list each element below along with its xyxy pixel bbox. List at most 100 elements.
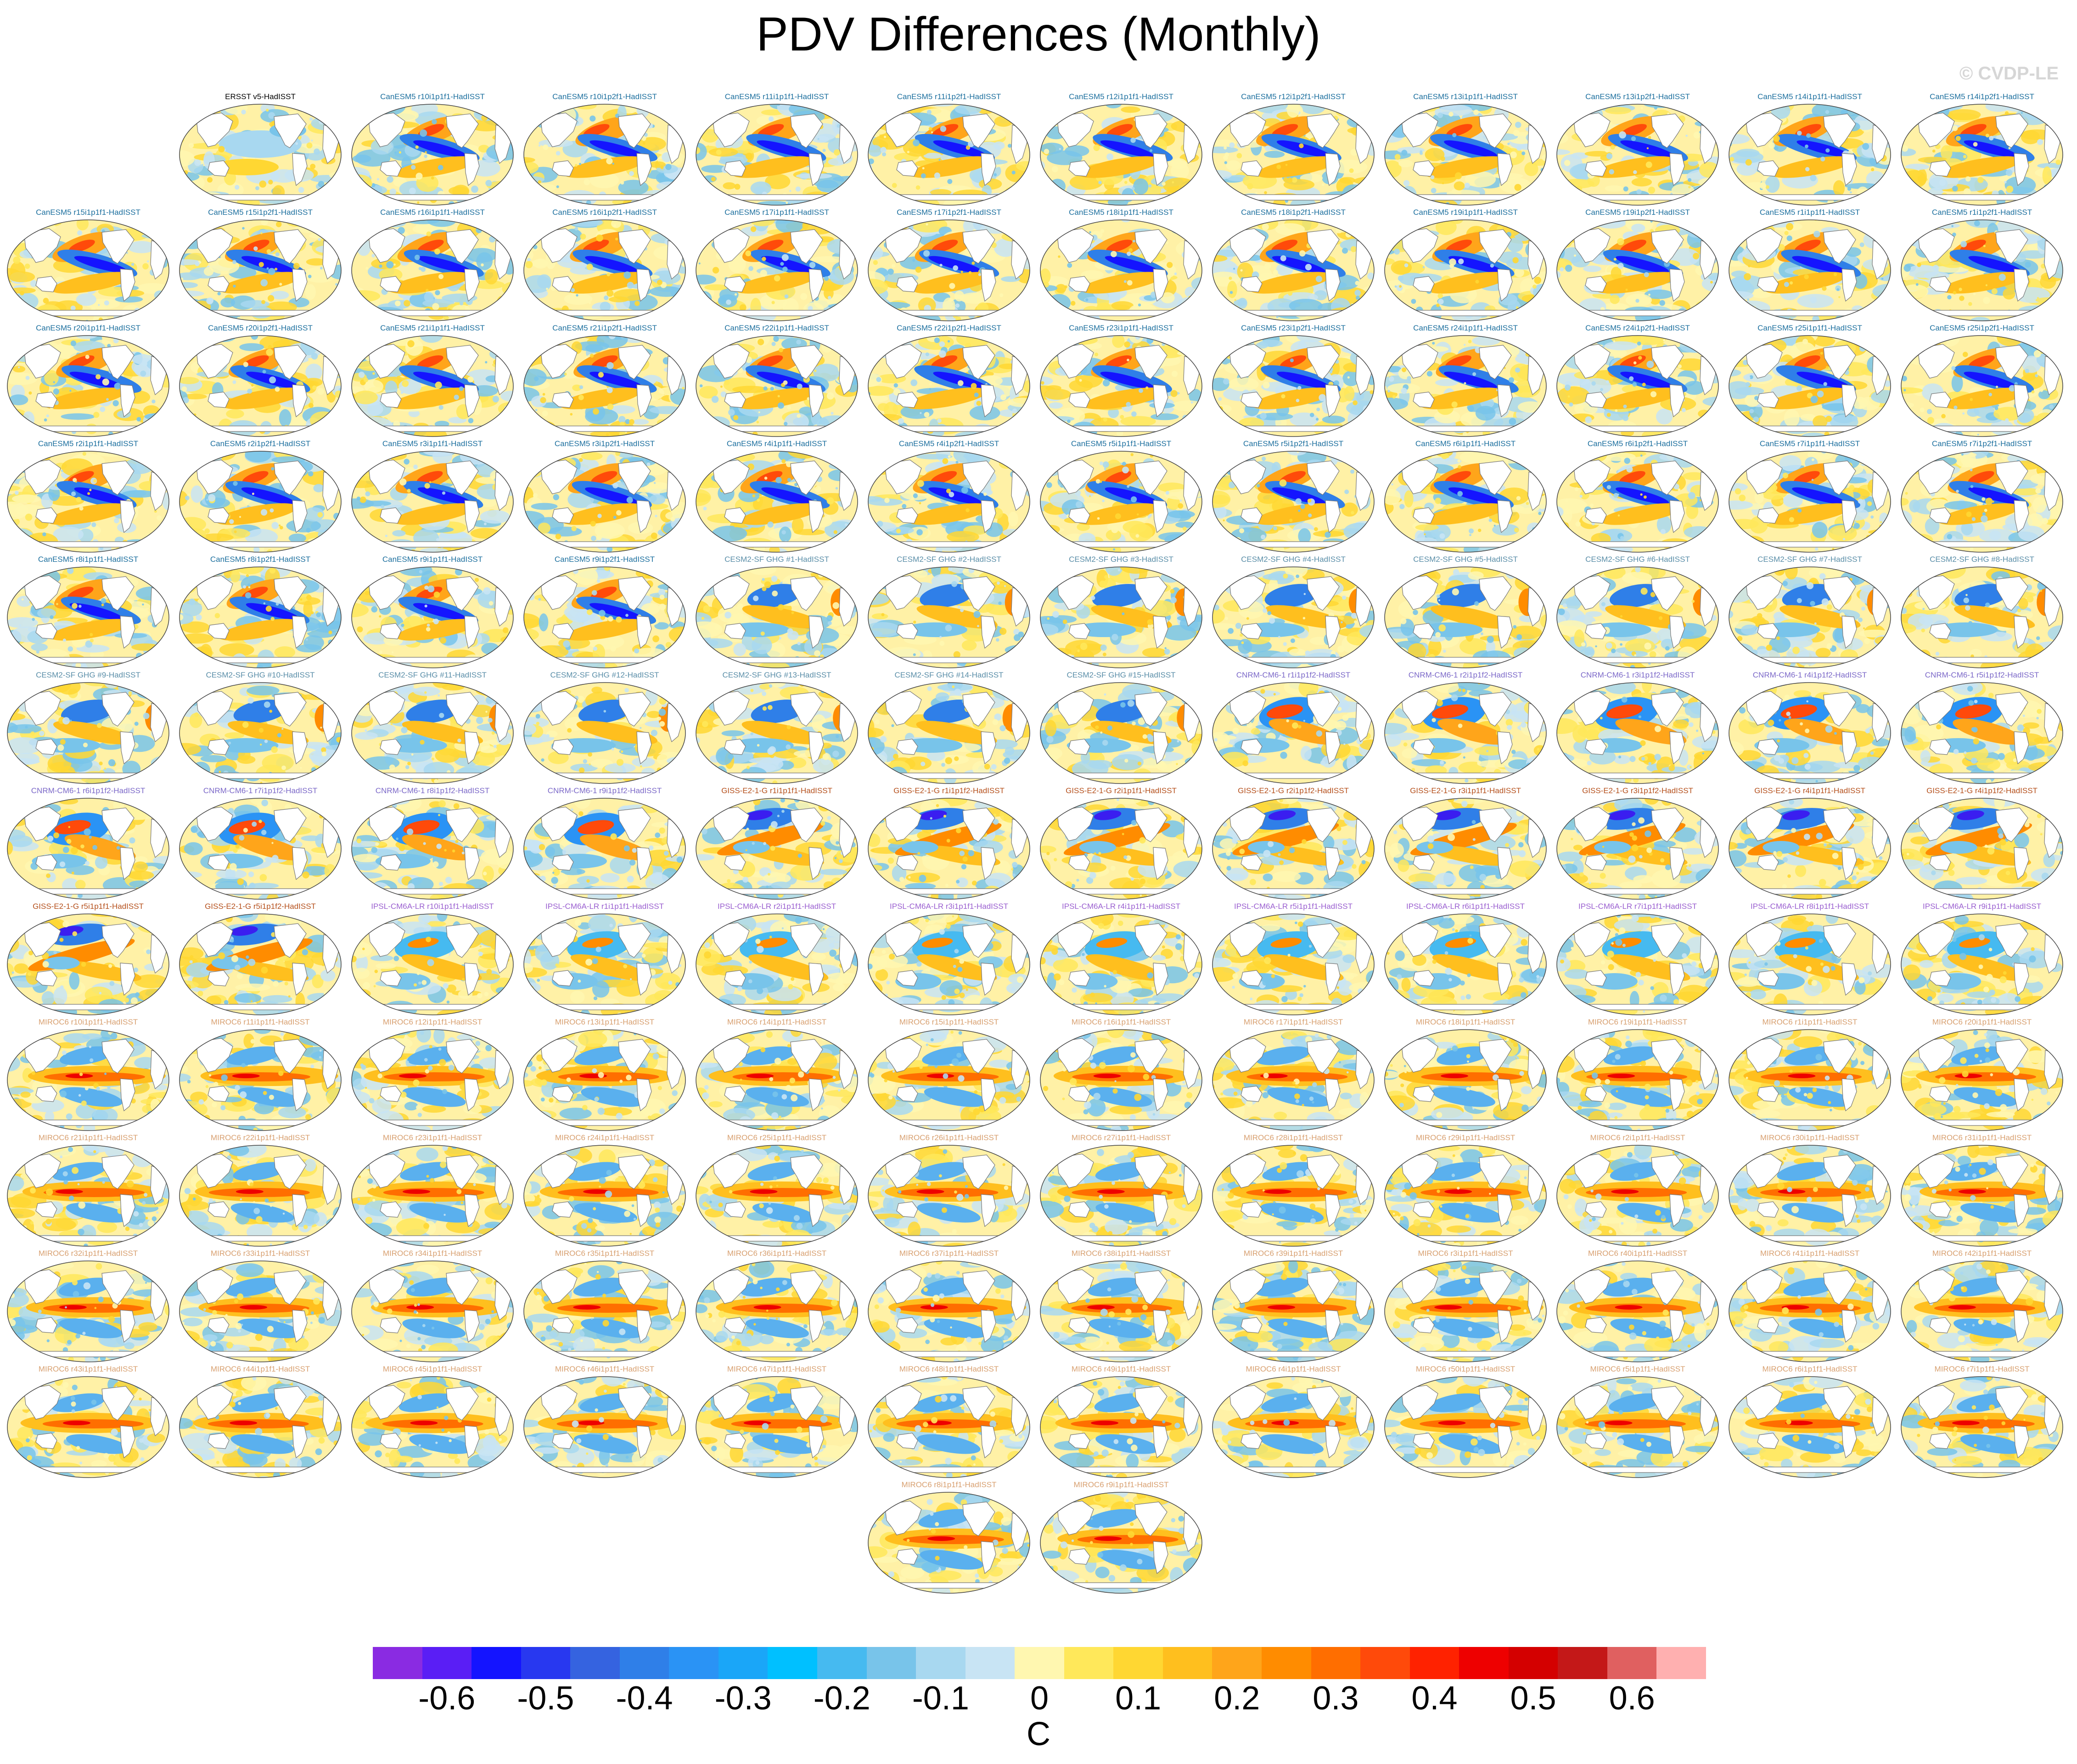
sst-difference-map [523, 913, 686, 1015]
map-panel-label: MIROC6 r28i1p1f1-HadISST [1243, 1133, 1343, 1142]
sst-difference-map [179, 1145, 342, 1247]
map-panel: CanESM5 r11i1p1f1-HadISST [694, 92, 859, 207]
map-panel: MIROC6 r19i1p1f1-HadISST [1555, 1017, 1720, 1132]
colorbar-swatch [1015, 1647, 1065, 1679]
colorbar-units: C [1027, 1716, 1050, 1753]
sst-difference-map [523, 1029, 686, 1131]
map-panel: MIROC6 r27i1p1f1-HadISST [1038, 1133, 1204, 1248]
map-panel: CanESM5 r23i1p2f1-HadISST [1211, 323, 1376, 438]
map-panel-label: GISS-E2-1-G r5i1p1f2-HadISST [205, 902, 316, 911]
map-panel: CanESM5 r12i1p1f1-HadISST [1038, 92, 1204, 207]
map-panel-label: CESM2-SF GHG #5-HadISST [1413, 555, 1518, 564]
map-panel-label: CanESM5 r14i1p2f1-HadISST [1930, 92, 2034, 101]
map-panel: CNRM-CM6-1 r9i1p1f2-HadISST [522, 786, 687, 901]
map-panel-label: MIROC6 r46i1p1f1-HadISST [555, 1365, 655, 1373]
sst-difference-map [1729, 682, 1891, 784]
sst-difference-map [351, 219, 514, 321]
map-panel: CanESM5 r22i1p2f1-HadISST [866, 323, 1032, 438]
sst-difference-map [1556, 1376, 1719, 1478]
sst-difference-map [351, 1376, 514, 1478]
map-panel: GISS-E2-1-G r1i1p1f2-HadISST [866, 786, 1032, 901]
map-panel: MIROC6 r3i1p1f1-HadISST [1383, 1249, 1548, 1363]
map-panel-label: MIROC6 r43i1p1f1-HadISST [38, 1365, 138, 1373]
map-panel-label: CanESM5 r10i1p1f1-HadISST [380, 92, 485, 101]
map-panel: CNRM-CM6-1 r7i1p1f2-HadISST [178, 786, 343, 901]
sst-difference-map [1556, 566, 1719, 668]
map-panel-label: MIROC6 r26i1p1f1-HadISST [899, 1133, 999, 1142]
map-panel: CESM2-SF GHG #5-HadISST [1383, 554, 1548, 669]
map-panel: CanESM5 r6i1p2f1-HadISST [1555, 439, 1720, 554]
sst-difference-map [1556, 913, 1719, 1015]
map-panel: IPSL-CM6A-LR r4i1p1f1-HadISST [1038, 902, 1204, 1016]
map-panel: CanESM5 r4i1p2f1-HadISST [866, 439, 1032, 554]
sst-difference-map [7, 682, 169, 784]
map-panel-label: CanESM5 r3i1p1f1-HadISST [382, 439, 483, 448]
map-panel: MIROC6 r8i1p1f1-HadISST [866, 1480, 1032, 1595]
sst-difference-map [1040, 1145, 1202, 1247]
sst-difference-map [179, 1260, 342, 1362]
colorbar [373, 1647, 1707, 1679]
sst-difference-map [696, 1029, 858, 1131]
sst-difference-map [868, 219, 1030, 321]
sst-difference-map [7, 1145, 169, 1247]
map-panel-label: CNRM-CM6-1 r3i1p1f2-HadISST [1580, 671, 1695, 679]
colorbar-swatch [570, 1647, 620, 1679]
sst-difference-map [1212, 913, 1375, 1015]
map-panel-label: CESM2-SF GHG #14-HadISST [894, 671, 1004, 679]
sst-difference-map [1384, 1145, 1547, 1247]
map-panel: CNRM-CM6-1 r3i1p1f2-HadISST [1555, 670, 1720, 785]
colorbar-tick-label: -0.4 [616, 1680, 673, 1717]
map-panel: CESM2-SF GHG #4-HadISST [1211, 554, 1376, 669]
map-panel: MIROC6 r26i1p1f1-HadISST [866, 1133, 1032, 1248]
map-panel: MIROC6 r41i1p1f1-HadISST [1727, 1249, 1892, 1363]
colorbar-tick-label: -0.3 [714, 1680, 772, 1717]
sst-difference-map [868, 104, 1030, 206]
map-panel: CNRM-CM6-1 r1i1p1f2-HadISST [1211, 670, 1376, 785]
sst-difference-map [868, 451, 1030, 553]
map-panel: CESM2-SF GHG #10-HadISST [178, 670, 343, 785]
sst-difference-map [1384, 1260, 1547, 1362]
map-panel: CanESM5 r21i1p2f1-HadISST [522, 323, 687, 438]
map-panel: MIROC6 r6i1p1f1-HadISST [1727, 1364, 1892, 1479]
sst-difference-map [1729, 451, 1891, 553]
sst-difference-map [1901, 798, 2063, 900]
map-panel-label: MIROC6 r40i1p1f1-HadISST [1588, 1249, 1688, 1258]
sst-difference-map [1040, 798, 1202, 900]
colorbar-swatch [718, 1647, 768, 1679]
sst-difference-map [179, 104, 342, 206]
sst-difference-map [1556, 1029, 1719, 1131]
map-panel-label: IPSL-CM6A-LR r4i1p1f1-HadISST [1062, 902, 1180, 911]
map-panel: GISS-E2-1-G r3i1p1f2-HadISST [1555, 786, 1720, 901]
map-panel-label: CanESM5 r4i1p2f1-HadISST [898, 439, 999, 448]
map-panel: MIROC6 r20i1p1f1-HadISST [1899, 1017, 2065, 1132]
map-panel: CanESM5 r7i1p1f1-HadISST [1727, 439, 1892, 554]
sst-difference-map [1729, 913, 1891, 1015]
sst-difference-map [868, 566, 1030, 668]
sst-difference-map [7, 219, 169, 321]
map-panel: CanESM5 r5i1p1f1-HadISST [1038, 439, 1204, 554]
sst-difference-map [7, 798, 169, 900]
sst-difference-map [1212, 682, 1375, 784]
map-panel: MIROC6 r34i1p1f1-HadISST [350, 1249, 515, 1363]
map-panel: MIROC6 r13i1p1f1-HadISST [522, 1017, 687, 1132]
map-panel: MIROC6 r29i1p1f1-HadISST [1383, 1133, 1548, 1248]
map-panel: CESM2-SF GHG #12-HadISST [522, 670, 687, 785]
map-panel: CanESM5 r15i1p1f1-HadISST [6, 207, 171, 322]
map-panel: CanESM5 r20i1p2f1-HadISST [178, 323, 343, 438]
map-panel: GISS-E2-1-G r5i1p1f2-HadISST [178, 902, 343, 1016]
sst-difference-map [696, 335, 858, 437]
map-panel: MIROC6 r44i1p1f1-HadISST [178, 1364, 343, 1479]
map-panel-label: CanESM5 r16i1p2f1-HadISST [552, 208, 657, 217]
map-panel: CanESM5 r3i1p1f1-HadISST [350, 439, 515, 554]
map-panel: CanESM5 r2i1p1f1-HadISST [6, 439, 171, 554]
sst-difference-map [1556, 104, 1719, 206]
map-panel: MIROC6 r11i1p1f1-HadISST [178, 1017, 343, 1132]
map-panel-label: CanESM5 r21i1p1f1-HadISST [380, 324, 485, 332]
map-panel: IPSL-CM6A-LR r1i1p1f1-HadISST [522, 902, 687, 1016]
map-panel-label: CanESM5 r8i1p2f1-HadISST [210, 555, 311, 564]
map-panel: CanESM5 r18i1p1f1-HadISST [1038, 207, 1204, 322]
map-panel-label: MIROC6 r39i1p1f1-HadISST [1243, 1249, 1343, 1258]
colorbar-swatch [768, 1647, 818, 1679]
sst-difference-map [1901, 913, 2063, 1015]
colorbar-swatch [1360, 1647, 1410, 1679]
